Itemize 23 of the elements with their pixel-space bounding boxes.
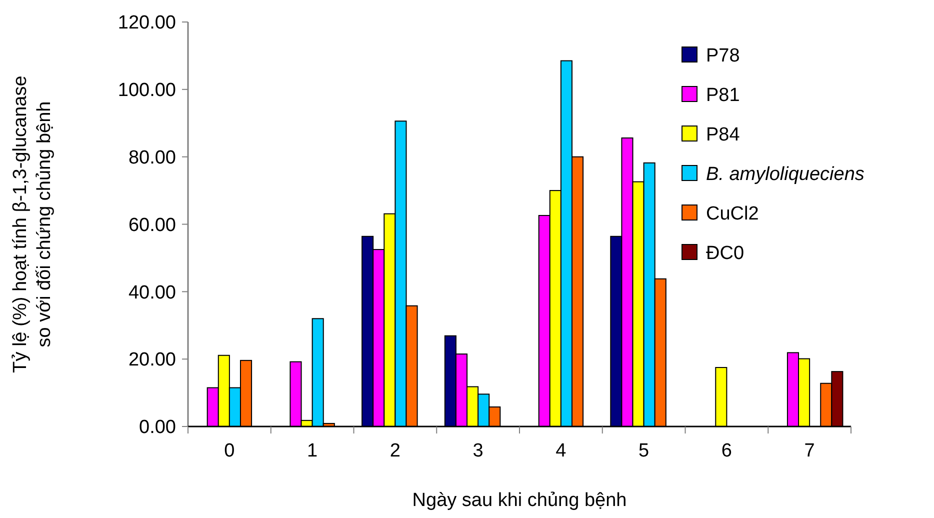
y-tick-label: 20.00 xyxy=(128,350,176,371)
legend-label: P78 xyxy=(706,46,740,67)
x-axis-title: Ngày sau khi chủng bệnh xyxy=(412,490,627,511)
legend-label: CuCl2 xyxy=(706,204,759,225)
legend-label: P84 xyxy=(706,124,740,146)
x-tick-label: 5 xyxy=(638,440,650,462)
x-tick-label: 7 xyxy=(804,440,815,462)
x-tick-label: 4 xyxy=(556,440,567,462)
x-tick-label: 3 xyxy=(472,440,484,462)
y-axis-title: Tỷ lệ (%) hoạt tính β-1,3-glucanase so với đối chứng chủng bệnh xyxy=(10,76,55,373)
y-tick-label: 120.00 xyxy=(118,12,176,34)
x-tick-label: 2 xyxy=(390,440,400,462)
x-tick-label: 6 xyxy=(721,440,732,462)
legend-label: ĐC0 xyxy=(706,243,744,264)
y-tick-label: 100.00 xyxy=(118,80,176,102)
legend-label: P81 xyxy=(706,85,740,106)
x-tick-label: 1 xyxy=(307,440,318,462)
x-tick-label: 0 xyxy=(224,440,235,462)
y-tick-label: 80.00 xyxy=(128,147,176,168)
y-tick-label: 0.00 xyxy=(139,417,176,438)
y-tick-label: 60.00 xyxy=(128,214,176,236)
legend-label: B. amyloliqueciens xyxy=(706,164,865,186)
y-tick-label: 40.00 xyxy=(128,282,176,304)
